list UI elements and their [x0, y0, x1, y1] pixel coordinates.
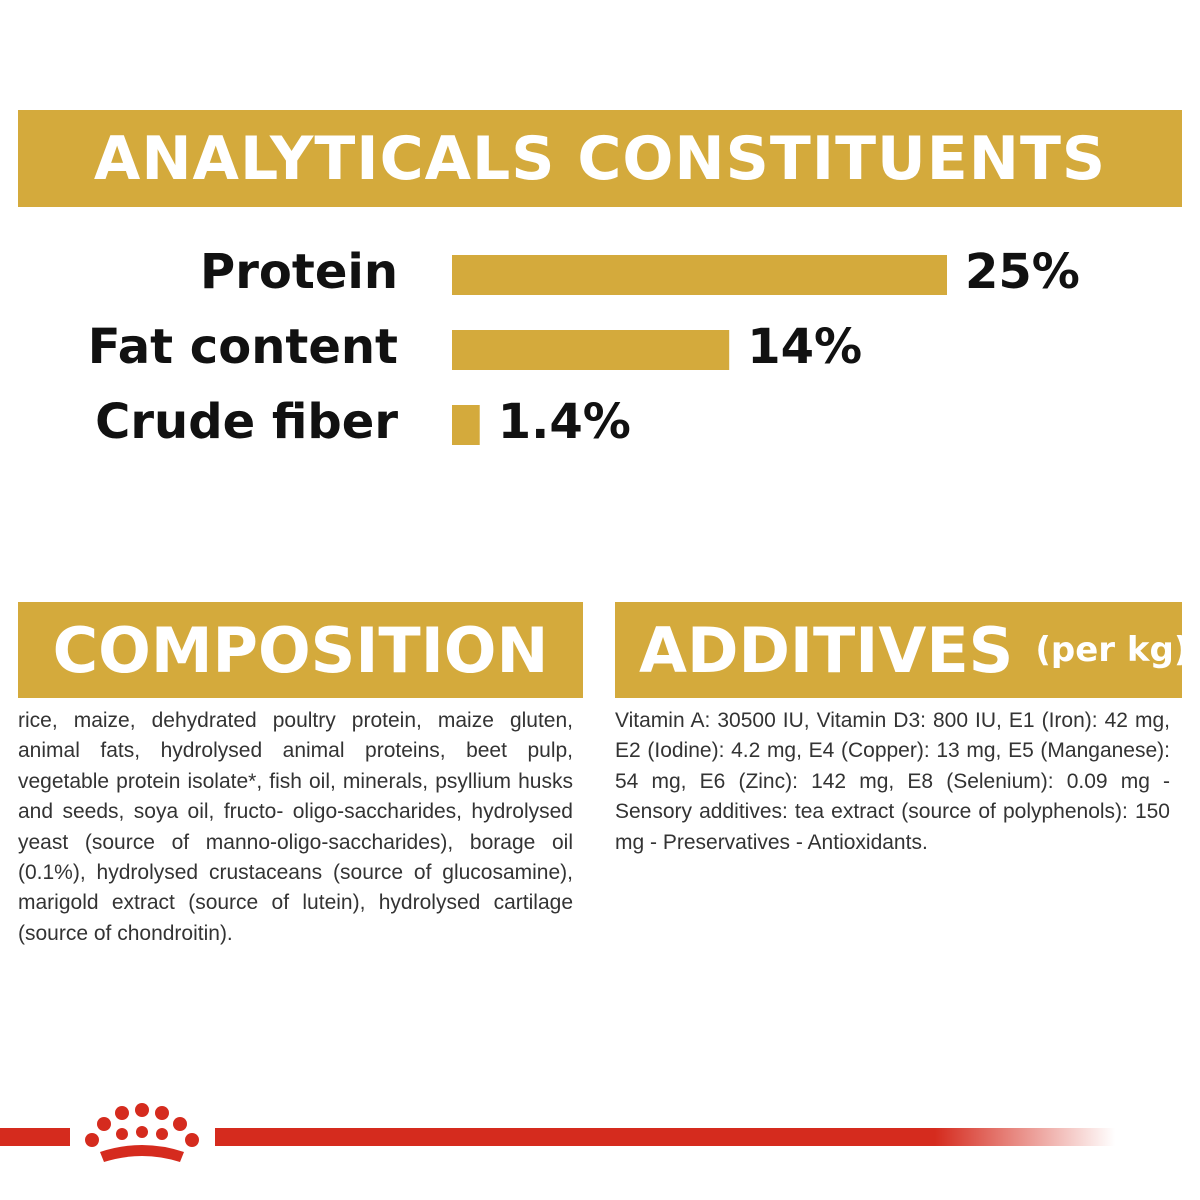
crown-icon	[85, 1103, 199, 1162]
value-label: 25%	[965, 244, 1080, 300]
section-header: COMPOSITION	[18, 602, 583, 698]
value-label: 14%	[747, 319, 862, 375]
value-label: 1.4%	[498, 394, 631, 450]
category-label: Fat content	[88, 319, 398, 375]
section-title: ADDITIVES	[639, 613, 1014, 687]
section-header: ANALYTICALS CONSTITUENTS	[18, 110, 1182, 207]
section-header: ADDITIVES (per kg)	[615, 602, 1189, 698]
composition-text: rice, maize, dehydrated poultry protein,…	[18, 709, 573, 945]
chart: Protein 25% Fat content 14% Crude fiber 1.4%	[88, 244, 1080, 450]
bar	[452, 330, 730, 370]
brand-stripe	[215, 1128, 1115, 1146]
additives-text: Vitamin A: 30500 IU, Vitamin D3: 800 IU,…	[615, 709, 1170, 854]
bar	[452, 405, 480, 445]
unit-label: (per kg)	[1035, 630, 1190, 670]
category-label: Crude fiber	[95, 394, 398, 450]
bar	[452, 255, 947, 295]
category-label: Protein	[200, 244, 398, 300]
brand-stripe	[0, 1128, 70, 1146]
